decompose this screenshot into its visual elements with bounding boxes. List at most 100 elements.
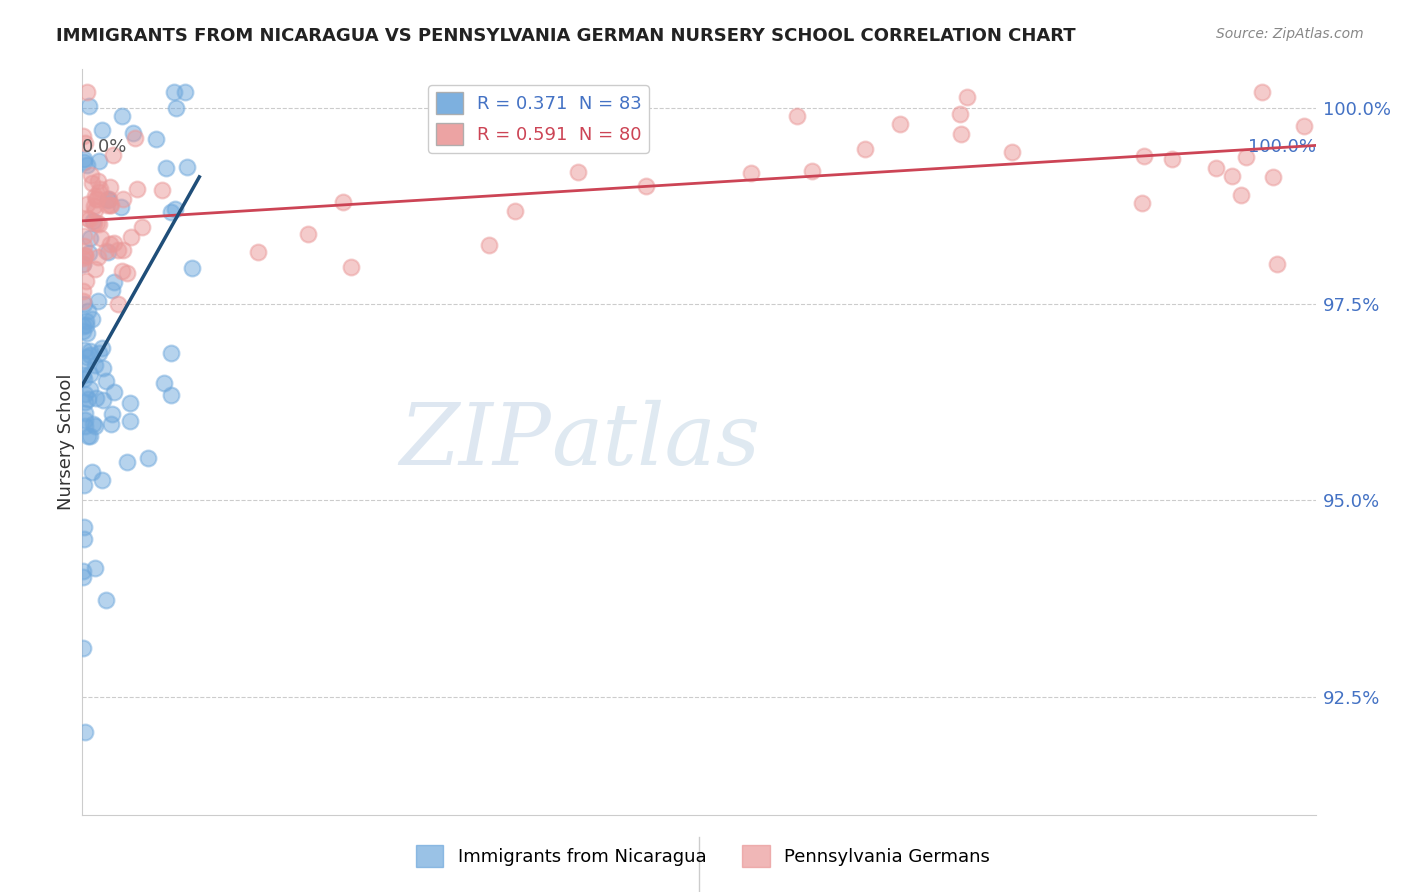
Point: [73, 372, 96, 386]
Point: [96, 592, 118, 607]
Point: [786, 109, 808, 123]
Point: [83, 189, 105, 203]
Point: [83, 199, 105, 213]
Point: [73, 297, 96, 311]
Text: ZIP: ZIP: [399, 401, 551, 483]
Point: [634, 179, 657, 194]
Point: [100, 417, 122, 431]
Point: [86, 216, 108, 230]
Point: [1205, 161, 1227, 176]
Point: [73, 136, 96, 150]
Point: [77, 392, 100, 407]
Point: [246, 245, 269, 260]
Point: [75, 314, 97, 328]
Point: [73, 238, 96, 252]
Point: [853, 142, 876, 156]
Point: [79, 429, 101, 443]
Point: [73, 155, 96, 169]
Point: [1251, 85, 1274, 99]
Point: [75, 395, 97, 409]
Point: [72, 257, 94, 271]
Point: [72, 284, 94, 298]
Point: [340, 260, 363, 274]
Point: [889, 117, 911, 131]
Text: Source: ZipAtlas.com: Source: ZipAtlas.com: [1216, 27, 1364, 41]
Point: [76, 158, 98, 172]
Point: [1234, 150, 1257, 164]
Point: [89, 154, 111, 169]
Point: [111, 243, 134, 257]
Point: [801, 164, 824, 178]
Point: [72, 324, 94, 338]
Point: [90, 473, 112, 487]
Point: [163, 202, 186, 217]
Point: [72, 520, 94, 534]
Point: [73, 478, 96, 492]
Point: [153, 376, 176, 391]
Point: [110, 200, 132, 214]
Point: [110, 264, 132, 278]
Point: [77, 99, 100, 113]
Point: [79, 382, 101, 396]
Point: [1132, 149, 1154, 163]
Point: [73, 152, 96, 166]
Point: [145, 132, 167, 146]
Point: [80, 168, 103, 182]
Point: [72, 356, 94, 370]
Point: [77, 428, 100, 442]
Point: [163, 85, 186, 99]
Point: [84, 192, 107, 206]
Point: [89, 185, 111, 199]
Point: [76, 211, 98, 226]
Point: [90, 231, 112, 245]
Point: [84, 418, 107, 433]
Point: [1130, 195, 1153, 210]
Point: [332, 195, 354, 210]
Point: [79, 343, 101, 358]
Point: [87, 346, 110, 360]
Point: [118, 414, 141, 428]
Point: [111, 109, 134, 123]
Point: [115, 267, 138, 281]
Point: [1001, 145, 1024, 159]
Point: [79, 231, 101, 245]
Point: [84, 561, 107, 575]
Point: [86, 391, 108, 405]
Point: [478, 238, 501, 252]
Point: [1161, 152, 1184, 166]
Point: [103, 275, 125, 289]
Point: [76, 326, 98, 340]
Point: [72, 128, 94, 143]
Point: [80, 177, 103, 191]
Point: [72, 251, 94, 265]
Point: [72, 293, 94, 308]
Point: [297, 227, 319, 241]
Text: atlas: atlas: [551, 401, 761, 483]
Point: [90, 123, 112, 137]
Point: [72, 570, 94, 584]
Point: [165, 101, 187, 115]
Point: [136, 450, 159, 465]
Point: [76, 197, 98, 211]
Point: [740, 166, 762, 180]
Point: [87, 250, 110, 264]
Point: [75, 249, 97, 263]
Point: [94, 374, 117, 388]
Point: [72, 257, 94, 271]
Point: [75, 406, 97, 420]
Point: [118, 396, 141, 410]
Point: [79, 367, 101, 381]
Point: [159, 345, 181, 359]
Point: [583, 116, 606, 130]
Point: [80, 312, 103, 326]
Point: [86, 294, 108, 309]
Point: [1220, 169, 1243, 183]
Point: [155, 161, 177, 176]
Point: [75, 274, 97, 288]
Point: [101, 148, 124, 162]
Point: [77, 246, 100, 260]
Point: [98, 197, 121, 211]
Point: [77, 212, 100, 227]
Point: [103, 236, 125, 251]
Point: [103, 384, 125, 399]
